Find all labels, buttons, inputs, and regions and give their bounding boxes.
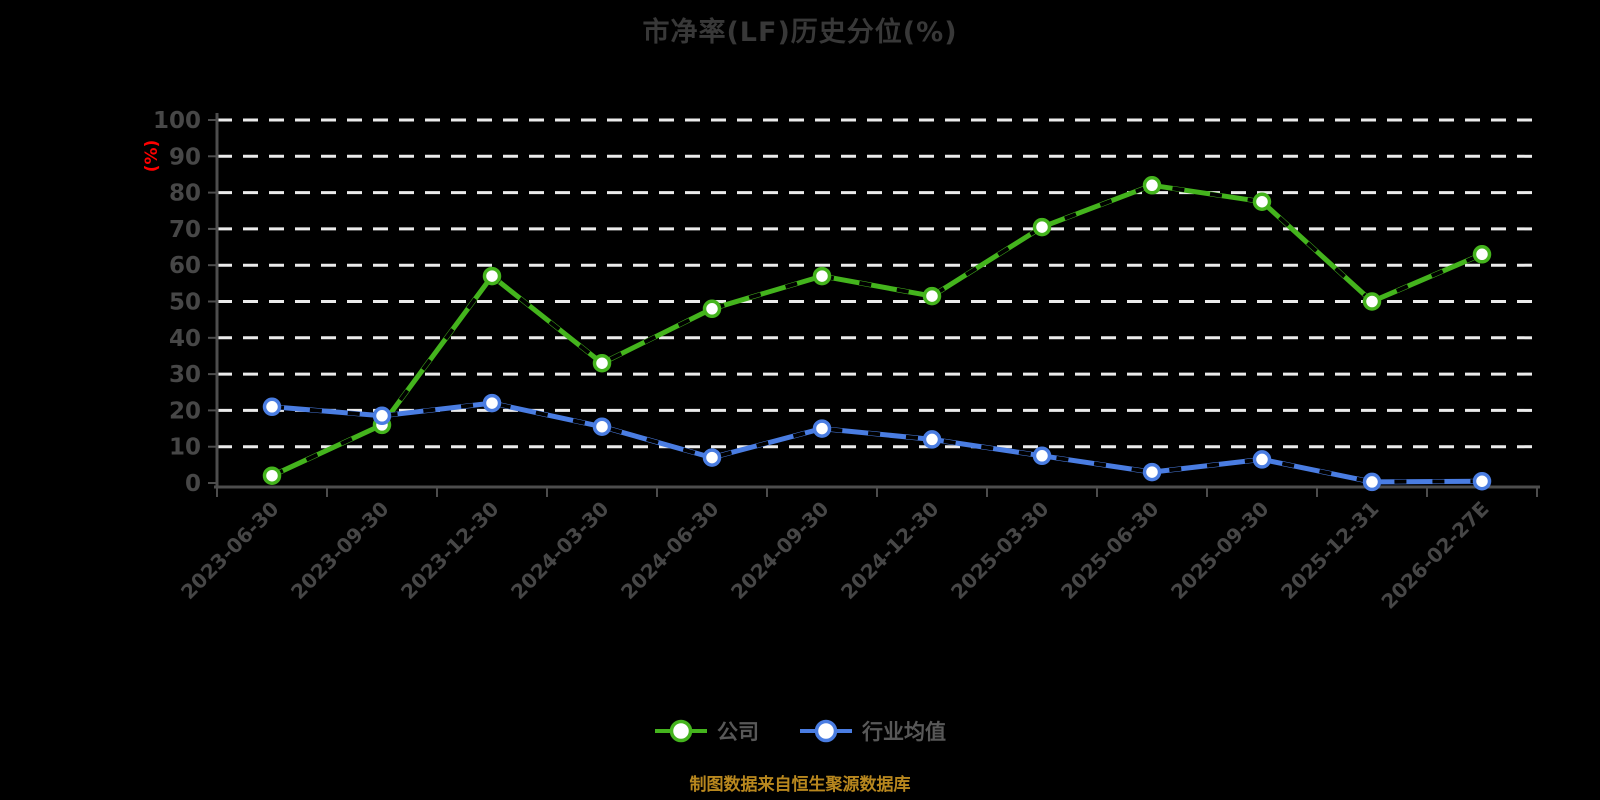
industry-average-data-point[interactable] <box>1472 471 1492 491</box>
company-data-point[interactable] <box>592 353 612 373</box>
y-tick-label: 90 <box>169 144 201 170</box>
company-data-point[interactable] <box>1142 176 1162 195</box>
y-tick-label: 20 <box>169 398 201 424</box>
industry-average-data-point[interactable] <box>922 430 942 449</box>
legend-item-industry-average[interactable]: 行业均值 <box>799 716 946 746</box>
y-tick-label: 10 <box>169 435 201 461</box>
industry-average-legend-marker-icon <box>800 719 852 743</box>
x-tick-label: 2025-06-30 <box>1056 497 1163 604</box>
industry-average-data-point[interactable] <box>812 419 832 438</box>
y-tick-label: 80 <box>169 181 201 207</box>
company-data-point[interactable] <box>1032 217 1052 237</box>
legend-item-company[interactable]: 公司 <box>654 716 759 746</box>
chart-title: 市净率(LF)历史分位(%) <box>642 17 958 48</box>
data-source-note: 制图数据来自恒生聚源数据库 <box>689 775 911 795</box>
industry-average-line-dash-overlay <box>271 401 1483 484</box>
x-tick-label: 2026-02-27E <box>1376 497 1493 614</box>
legend-label-company: 公司 <box>717 720 759 744</box>
company-data-point[interactable] <box>1472 245 1492 264</box>
company-data-point[interactable] <box>262 466 282 485</box>
x-tick-label: 2023-06-30 <box>176 497 283 604</box>
y-tick-label: 40 <box>169 326 201 352</box>
x-tick-label: 2024-09-30 <box>726 497 833 604</box>
industry-average-data-point[interactable] <box>482 393 502 413</box>
company-data-point[interactable] <box>1252 192 1272 211</box>
x-tick-label: 2024-06-30 <box>616 497 723 604</box>
chart-legend: 公司 行业均值 <box>0 716 1600 746</box>
industry-average-data-point[interactable] <box>372 406 392 426</box>
y-tick-label: 0 <box>185 471 201 497</box>
company-data-point[interactable] <box>702 299 722 319</box>
industry-average-data-point[interactable] <box>262 397 282 417</box>
y-tick-label: 30 <box>169 362 201 388</box>
company-data-point[interactable] <box>922 286 942 306</box>
industry-average-data-point[interactable] <box>1252 450 1272 469</box>
x-tick-label: 2025-03-30 <box>946 497 1053 604</box>
x-tick-label: 2024-12-30 <box>836 497 943 604</box>
company-data-point[interactable] <box>1362 292 1382 311</box>
industry-average-data-point[interactable] <box>1142 462 1162 482</box>
company-line-dash-overlay <box>271 183 1483 478</box>
x-tick-label: 2023-09-30 <box>286 497 393 604</box>
industry-average-data-point[interactable] <box>1362 472 1382 492</box>
company-legend-marker-icon <box>655 719 707 743</box>
y-tick-label: 50 <box>169 290 201 316</box>
x-tick-label: 2025-12-31 <box>1276 497 1383 604</box>
y-tick-label: 70 <box>169 217 201 243</box>
industry-average-data-point[interactable] <box>1032 446 1052 466</box>
industry-average-line <box>269 400 1485 485</box>
y-axis-unit-label: (%) <box>142 140 162 173</box>
x-tick-label: 2024-03-30 <box>506 497 613 604</box>
company-data-point[interactable] <box>812 266 832 286</box>
legend-label-industry-average: 行业均值 <box>862 720 946 744</box>
y-tick-label: 100 <box>153 108 201 134</box>
company-data-point[interactable] <box>482 266 502 286</box>
industry-average-data-point[interactable] <box>702 448 722 467</box>
industry-average-data-point[interactable] <box>592 417 612 436</box>
y-tick-label: 60 <box>169 253 201 279</box>
x-tick-label: 2023-12-30 <box>396 497 503 604</box>
x-tick-label: 2025-09-30 <box>1166 497 1273 604</box>
